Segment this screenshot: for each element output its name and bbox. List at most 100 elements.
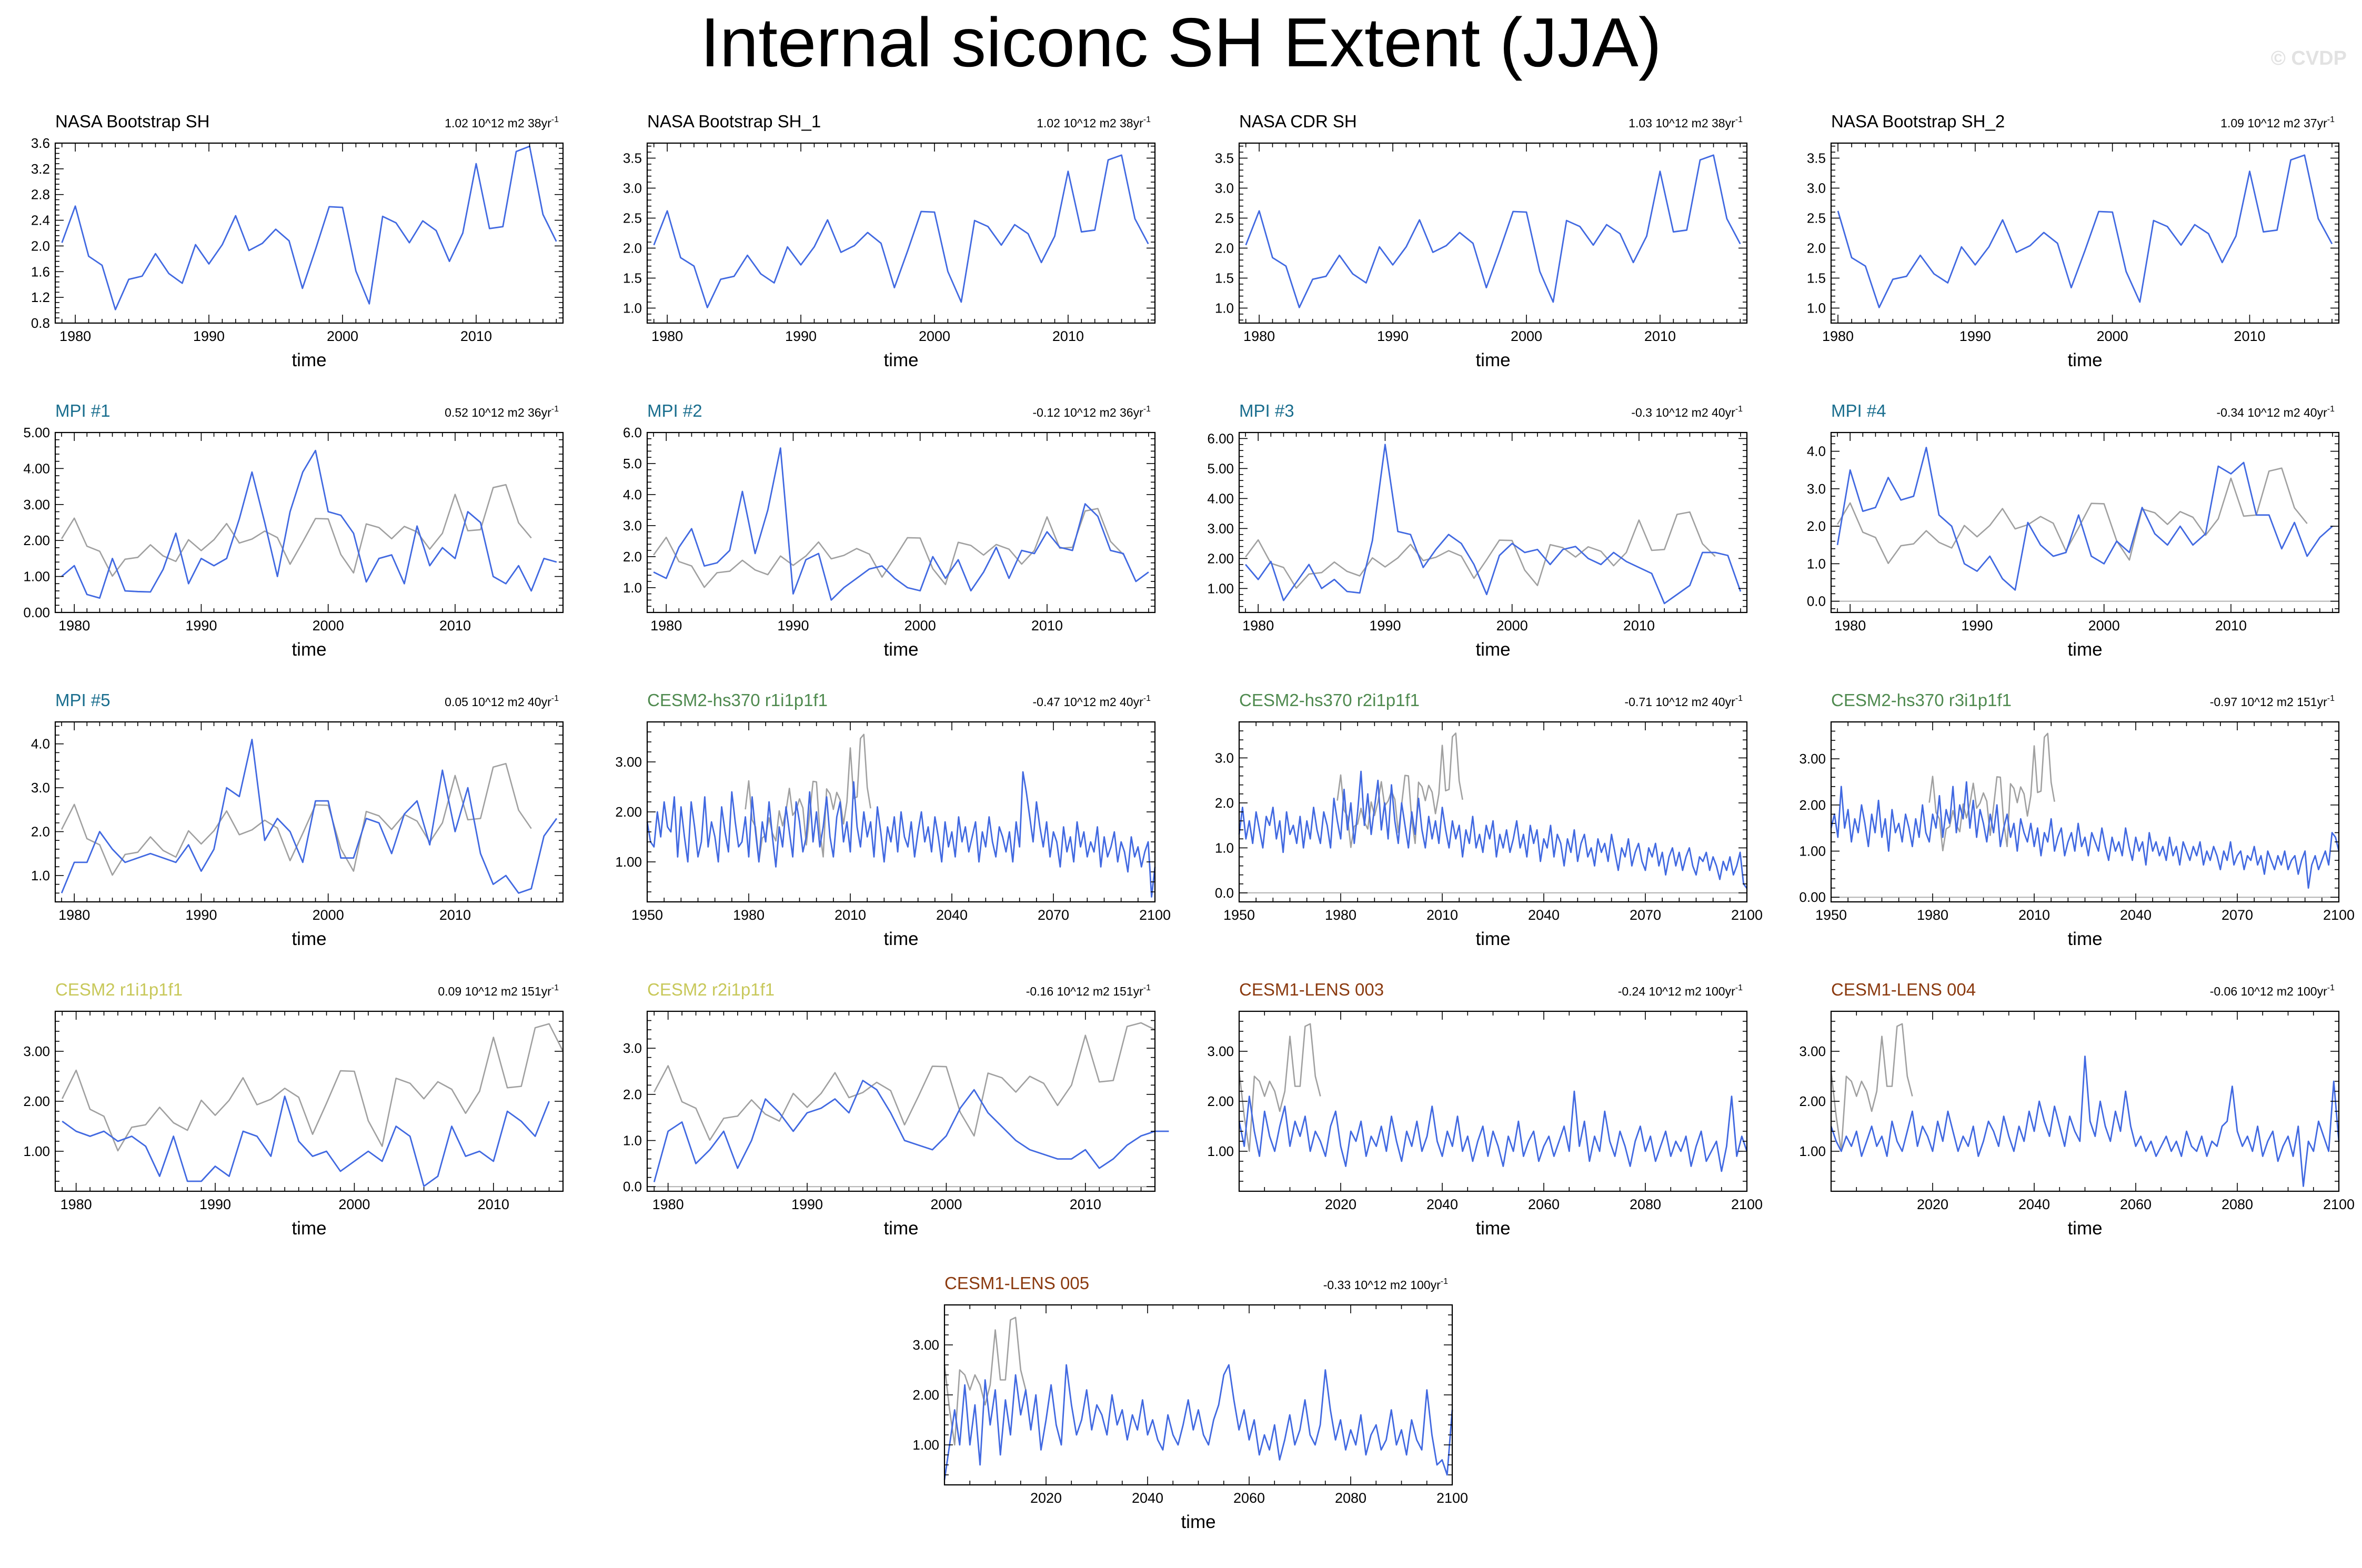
panel-label: CESM1-LENS 005 <box>944 1273 1089 1293</box>
plot-frame <box>1830 1010 2340 1192</box>
trend-value: -0.06 10^12 m2 100yr <box>2210 984 2327 998</box>
trend-exponent: -1 <box>2327 405 2335 414</box>
x-tick-label: 2080 <box>2222 1197 2253 1212</box>
observed-series-line <box>62 1023 564 1152</box>
chart-panel: CESM1-LENS 004 -0.06 10^12 m2 100yr-1 2020… <box>1799 980 2355 1239</box>
x-tick-label: 1980 <box>1834 618 1866 634</box>
x-tick-label: 1980 <box>1325 907 1356 923</box>
model-series-line <box>646 771 1156 898</box>
x-tick-label: 2010 <box>1052 328 1084 344</box>
x-axis-label: time <box>292 639 326 660</box>
trend-exponent: -1 <box>1143 694 1151 703</box>
y-tick-label: 4.0 <box>623 487 642 502</box>
x-axis-label: time <box>883 639 918 660</box>
y-tick-label: 1.0 <box>623 1133 642 1149</box>
x-tick-label: 2040 <box>1426 1197 1458 1212</box>
observed-series-line <box>745 733 871 862</box>
y-tick-label: 2.00 <box>1799 1093 1826 1109</box>
y-tick-label: 2.5 <box>1215 210 1234 226</box>
y-tick-label: 1.0 <box>623 580 642 596</box>
y-tick-label: 1.0 <box>1215 300 1234 316</box>
y-tick-label: 0.0 <box>1215 885 1234 901</box>
trend-label: -0.16 10^12 m2 151yr-1 <box>1026 983 1151 998</box>
trend-label: 1.03 10^12 m2 38yr-1 <box>1629 115 1743 130</box>
y-tick-label: 3.00 <box>1799 1043 1826 1059</box>
x-tick-label: 1950 <box>631 907 663 923</box>
panel-label: MPI #1 <box>55 401 110 420</box>
x-tick-label: 1990 <box>791 1197 823 1212</box>
plot-frame <box>646 142 1156 324</box>
y-tick-label: 0.8 <box>31 315 50 331</box>
chart-panel: CESM2-hs370 r2i1p1f1 -0.71 10^12 m2 40yr-… <box>1215 690 1763 949</box>
observed-series-line <box>61 762 532 876</box>
y-tick-label: 2.0 <box>623 240 642 256</box>
plot-frame <box>1238 142 1748 324</box>
y-tick-label: 6.00 <box>1207 430 1234 446</box>
y-tick-label: 1.6 <box>31 264 50 279</box>
panel-label: NASA Bootstrap SH_2 <box>1831 112 2005 131</box>
x-tick-label: 2100 <box>1731 907 1763 923</box>
observed-series-line <box>1245 511 1716 589</box>
page-title: Internal siconc SH Extent (JJA) <box>700 4 1662 81</box>
observed-series-line <box>1836 467 2308 565</box>
model-series-line <box>61 449 557 599</box>
trend-value: 1.03 10^12 m2 38yr <box>1629 116 1735 130</box>
panel-label: MPI #2 <box>647 401 702 420</box>
model-series-line <box>61 739 558 894</box>
trend-label: -0.24 10^12 m2 100yr-1 <box>1618 983 1743 998</box>
y-tick-label: 4.0 <box>31 736 50 752</box>
y-tick-label: 3.0 <box>623 518 642 534</box>
plot-frame <box>54 1010 564 1192</box>
chart-panel: CESM2-hs370 r1i1p1f1 -0.47 10^12 m2 40yr-… <box>615 690 1171 949</box>
trend-value: -0.33 10^12 m2 100yr <box>1323 1278 1441 1292</box>
x-tick-label: 2010 <box>1426 907 1458 923</box>
y-tick-label: 3.00 <box>1207 520 1234 536</box>
x-tick-label: 2020 <box>1325 1197 1356 1212</box>
x-tick-label: 2010 <box>439 907 471 923</box>
panel-label: CESM1-LENS 003 <box>1239 980 1384 999</box>
y-tick-label: 3.0 <box>1215 180 1234 196</box>
x-tick-label: 2000 <box>338 1197 370 1212</box>
x-tick-label: 2070 <box>2222 907 2253 923</box>
x-tick-label: 2070 <box>1038 907 1069 923</box>
y-tick-label: 2.0 <box>1215 240 1234 256</box>
y-tick-label: 3.00 <box>615 754 642 770</box>
trend-value: -0.71 10^12 m2 40yr <box>1625 695 1736 709</box>
panel-label: NASA Bootstrap SH <box>55 112 209 131</box>
x-tick-label: 2010 <box>1031 618 1063 634</box>
x-axis-label: time <box>1475 350 1510 370</box>
y-tick-label: 1.00 <box>23 569 50 585</box>
plot-frame <box>1830 721 2340 903</box>
x-tick-label: 2010 <box>1644 328 1676 344</box>
panel-label: MPI #3 <box>1239 401 1294 420</box>
panel-label: CESM2-hs370 r1i1p1f1 <box>647 690 828 710</box>
x-tick-label: 1980 <box>1822 328 1854 344</box>
x-axis-label: time <box>1475 639 1510 660</box>
trend-label: 1.02 10^12 m2 38yr-1 <box>1037 115 1151 130</box>
chart-panel: MPI #4 -0.34 10^12 m2 40yr-1 1980 1990 2000 2… <box>1807 401 2340 660</box>
x-tick-label: 1980 <box>650 618 682 634</box>
trend-value: 1.09 10^12 m2 37yr <box>2220 116 2327 130</box>
y-tick-label: 6.0 <box>623 425 642 440</box>
x-tick-label: 2000 <box>313 907 344 923</box>
x-tick-label: 2040 <box>2120 907 2152 923</box>
trend-value: 0.05 10^12 m2 40yr <box>445 695 551 709</box>
plot-frame <box>646 431 1156 614</box>
chart-panel: MPI #1 0.52 10^12 m2 36yr-1 1980 1990 2000 20… <box>23 401 564 660</box>
trend-exponent: -1 <box>2327 115 2335 124</box>
y-tick-label: 4.00 <box>1207 490 1234 506</box>
model-series-line <box>653 154 1149 308</box>
trend-label: -0.33 10^12 m2 100yr-1 <box>1323 1277 1448 1292</box>
x-tick-label: 2060 <box>1528 1197 1560 1212</box>
plot-frame <box>54 142 564 324</box>
model-series-line <box>61 145 557 310</box>
x-axis-label: time <box>2067 929 2102 949</box>
x-tick-label: 2010 <box>478 1197 509 1212</box>
observed-series-line <box>1238 1023 1321 1152</box>
x-tick-label: 2000 <box>313 618 344 634</box>
panel-label: CESM2 r1i1p1f1 <box>55 980 183 999</box>
trend-label: -0.97 10^12 m2 151yr-1 <box>2210 694 2335 709</box>
chart-panel: MPI #2 -0.12 10^12 m2 36yr-1 1980 1990 2000 2… <box>623 401 1156 660</box>
observed-series-line <box>653 508 1124 588</box>
y-tick-label: 2.00 <box>1207 1093 1234 1109</box>
